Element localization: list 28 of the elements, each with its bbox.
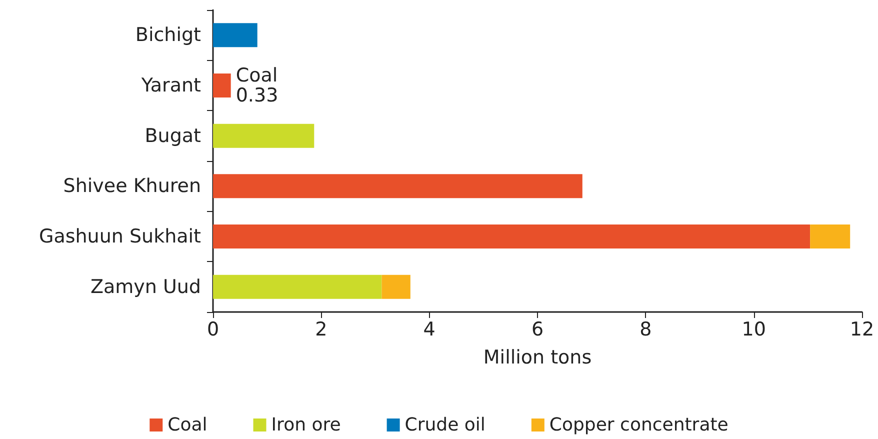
y-tick-label: Bugat [144,124,201,147]
legend-label: Crude oil [404,414,486,436]
bar [213,174,582,198]
legend-label: Iron ore [271,414,341,436]
legend-label: Coal [168,414,208,436]
legend-label: Copper concentrate [549,414,728,436]
x-tick-label: 2 [315,318,328,340]
y-tick-label: Bichigt [135,24,201,46]
annotation: Coal [236,64,278,86]
bar [213,23,258,48]
data-label: 0.33 [236,84,278,106]
bar [382,274,410,299]
x-axis-title: Million tons [483,346,592,368]
bar [213,224,810,248]
x-tick-label: 10 [742,318,766,340]
bar [213,124,314,148]
y-tick-label: Zamyn Uud [90,276,201,298]
bar [213,274,382,299]
x-tick-label: 12 [850,318,874,340]
x-tick-label: 0 [206,318,220,340]
y-tick-label: Yarant [140,74,201,96]
x-tick-label: 4 [423,318,436,340]
y-tick-label: Shivee Khuren [63,175,201,198]
bar [810,224,850,248]
x-tick-label: 6 [531,318,544,340]
bar [213,74,231,98]
x-tick-label: 8 [640,318,652,340]
y-tick-label: Gashuun Sukhait [39,226,201,248]
